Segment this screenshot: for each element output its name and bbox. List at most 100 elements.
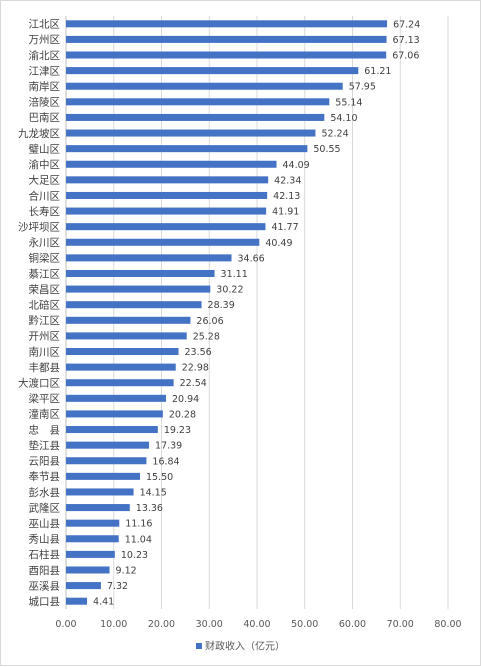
category-label: 黔江区 <box>29 314 61 327</box>
bar <box>66 129 316 137</box>
data-label: 57.95 <box>349 82 376 93</box>
x-tick-label: 80.00 <box>434 619 461 630</box>
data-label: 67.24 <box>393 19 420 30</box>
bar <box>66 363 176 371</box>
x-tick-label: 30.00 <box>196 619 223 630</box>
data-label: 34.66 <box>238 253 265 264</box>
bar <box>66 254 232 262</box>
category-label: 武隆区 <box>29 501 61 514</box>
category-label: 丰都县 <box>29 361 61 374</box>
data-label: 22.98 <box>182 363 209 374</box>
bar <box>66 207 267 215</box>
data-label: 30.22 <box>216 285 243 296</box>
category-label: 铜梁区 <box>29 252 61 265</box>
data-label: 16.84 <box>152 456 179 467</box>
data-label: 54.10 <box>330 113 357 124</box>
data-label: 61.21 <box>364 66 391 77</box>
category-label: 渝中区 <box>29 158 61 171</box>
category-label: 酉阳县 <box>29 565 61 577</box>
category-label: 云阳县 <box>29 456 61 468</box>
bar <box>66 316 191 324</box>
category-label: 巴南区 <box>29 111 61 124</box>
bar <box>66 145 308 153</box>
data-label: 9.12 <box>116 565 137 576</box>
bar <box>66 348 179 356</box>
data-label: 7.32 <box>107 581 128 592</box>
category-label: 江北区 <box>29 19 61 31</box>
data-label: 42.34 <box>274 175 301 186</box>
x-tick-label: 60.00 <box>339 619 366 630</box>
data-label: 14.15 <box>140 487 167 498</box>
bar <box>66 550 115 558</box>
category-label: 彭水县 <box>29 486 61 499</box>
bar <box>66 488 134 496</box>
category-label: 渝北区 <box>29 49 61 62</box>
bar <box>66 285 211 293</box>
data-label: 50.55 <box>313 144 340 155</box>
category-label: 江津区 <box>29 65 61 77</box>
category-label: 涪陵区 <box>29 96 61 109</box>
bar <box>66 597 88 605</box>
x-axis-ticks: 0.00 10.00 20.00 30.00 40.00 50.00 60.00 70.00 8… <box>55 619 461 630</box>
data-label: 17.39 <box>155 441 182 452</box>
x-tick-label: 70.00 <box>387 619 414 630</box>
data-label: 44.09 <box>283 160 310 171</box>
data-label: 10.23 <box>121 550 148 561</box>
data-label: 26.06 <box>196 316 223 327</box>
bar <box>66 191 268 199</box>
bar <box>66 160 277 168</box>
data-label: 20.28 <box>169 409 196 420</box>
legend-label: 财政收入（亿元） <box>205 640 285 653</box>
data-label: 31.11 <box>221 269 248 280</box>
category-label: 奉节县 <box>29 470 61 483</box>
category-label: 綦江区 <box>29 267 61 280</box>
bar <box>66 67 359 75</box>
category-label: 巫山县 <box>29 518 61 530</box>
data-label: 28.39 <box>208 300 235 311</box>
category-label: 秀山县 <box>29 534 61 546</box>
bar <box>66 269 215 277</box>
bar <box>66 20 388 28</box>
data-label: 15.50 <box>146 472 173 483</box>
bar <box>66 504 130 512</box>
category-label: 合川区 <box>29 189 61 202</box>
bar <box>66 35 387 43</box>
x-tick-label: 50.00 <box>291 619 318 630</box>
bar <box>66 379 174 387</box>
data-label: 13.36 <box>136 503 163 514</box>
bar <box>66 223 266 231</box>
category-label: 梁平区 <box>29 392 61 405</box>
category-label: 巫溪县 <box>29 580 61 592</box>
data-label: 25.28 <box>193 331 220 342</box>
bar <box>66 472 141 480</box>
category-label: 长寿区 <box>29 205 61 218</box>
bar <box>66 176 269 184</box>
data-label: 41.77 <box>271 222 298 233</box>
bar <box>66 238 260 246</box>
bars <box>66 20 388 605</box>
x-tick-label: 0.00 <box>55 619 76 630</box>
x-tick-label: 40.00 <box>243 619 270 630</box>
data-label: 52.24 <box>321 129 348 140</box>
bar <box>66 82 343 90</box>
category-label: 璧山区 <box>29 142 61 155</box>
data-label: 11.16 <box>125 519 152 530</box>
category-label: 潼南区 <box>29 408 61 421</box>
data-label: 42.13 <box>273 191 300 202</box>
data-label: 23.56 <box>184 347 211 358</box>
category-label: 城口县 <box>29 596 61 608</box>
category-label: 南岸区 <box>29 80 61 93</box>
data-label: 22.54 <box>180 378 207 389</box>
category-label: 北碚区 <box>29 298 61 311</box>
bar <box>66 332 187 340</box>
data-label: 11.04 <box>125 534 152 545</box>
bar <box>66 535 119 543</box>
category-label: 九龙坡区 <box>18 127 60 140</box>
bar <box>66 582 101 590</box>
category-label: 垫江县 <box>29 439 61 452</box>
category-label: 永川区 <box>29 236 61 249</box>
data-label: 4.41 <box>93 597 114 608</box>
category-label: 开州区 <box>29 331 61 343</box>
